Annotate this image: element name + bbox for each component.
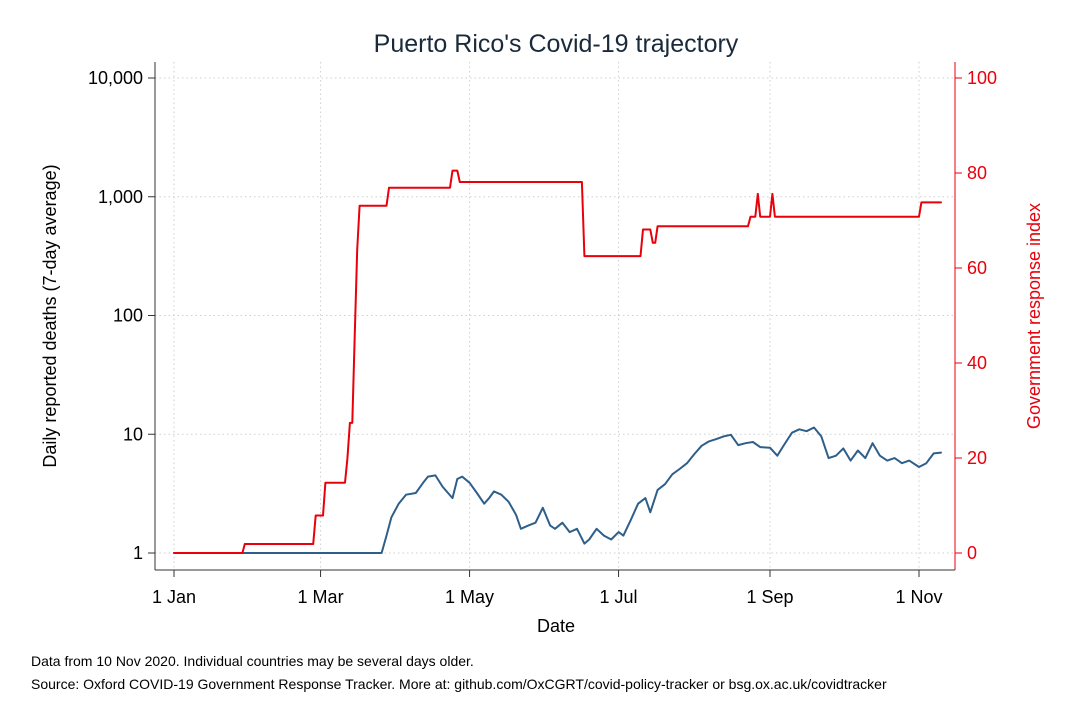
right-tick-label: 100 <box>967 68 997 88</box>
right-tick-label: 80 <box>967 163 987 183</box>
right-axis-title: Government response index <box>1024 203 1044 429</box>
chart-title: Puerto Rico's Covid-19 trajectory <box>374 30 739 58</box>
left-tick-label: 1 <box>133 543 143 563</box>
right-tick-label: 40 <box>967 353 987 373</box>
left-tick-label: 10 <box>123 424 143 444</box>
series-lines <box>173 169 942 554</box>
right-tick-label: 0 <box>967 543 977 563</box>
footnote-data-date: Data from 10 Nov 2020. Individual countr… <box>31 653 474 669</box>
response-index-series-line <box>173 169 942 554</box>
x-axis-title: Date <box>537 616 575 636</box>
x-tick-label: 1 Sep <box>746 587 793 607</box>
right-tick-label: 20 <box>967 448 987 468</box>
x-tick-label: 1 Jul <box>600 587 638 607</box>
left-tick-label: 1,000 <box>98 187 143 207</box>
grid-lines <box>155 62 955 570</box>
deaths-series-line <box>173 426 942 554</box>
tick-marks-and-labels: 1 10 100 1,000 10,000 0 20 40 60 80 100 1 Jan 1 Mar 1… <box>88 68 997 607</box>
x-tick-label: 1 May <box>445 587 494 607</box>
footnote-source: Source: Oxford COVID-19 Government Respo… <box>31 676 887 692</box>
x-tick-label: 1 Nov <box>895 587 942 607</box>
left-tick-label: 100 <box>113 306 143 326</box>
x-tick-label: 1 Jan <box>152 587 196 607</box>
x-tick-label: 1 Mar <box>298 587 344 607</box>
right-tick-label: 60 <box>967 258 987 278</box>
left-axis-title: Daily reported deaths (7-day average) <box>40 164 60 467</box>
left-tick-label: 10,000 <box>88 68 143 88</box>
